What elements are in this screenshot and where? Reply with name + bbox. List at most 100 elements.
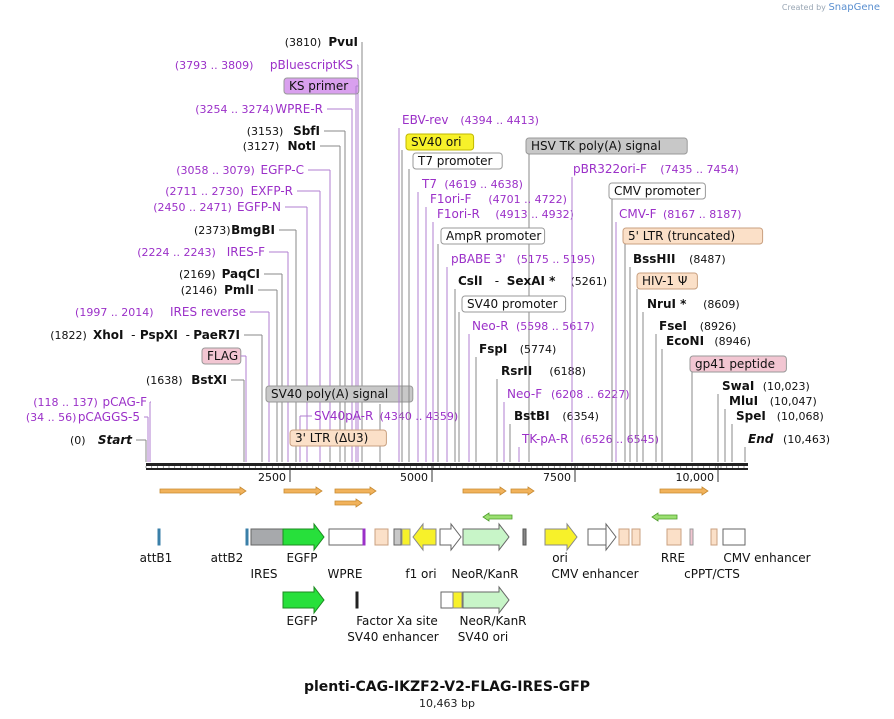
primer-pos-egfp-c: (3058 .. 3079) (176, 164, 255, 177)
orf-arrow (510, 486, 535, 496)
sequence-axis-bottom (146, 468, 748, 470)
primer-cmv-f: CMV-F (619, 207, 657, 221)
primer-pos-wpre-r: (3254 .. 3274) (195, 103, 274, 116)
primer-neo-f: Neo-F (507, 387, 542, 401)
primer-pcaggs-5: pCAGGS-5 (78, 410, 140, 424)
enzyme-pos-rsrii: (6188) (549, 365, 586, 378)
orf-arrow (659, 486, 709, 496)
orf-arrow (462, 486, 507, 496)
sv40-ori-box-label: SV40 ori (411, 135, 462, 149)
hsv-tk-poly-a-signal-box-label: HSV TK poly(A) signal (531, 139, 661, 153)
ruler-tick-5000: 5000 (400, 471, 428, 484)
rre-feature (666, 528, 682, 546)
enzyme-sexai: SexAI * (507, 274, 556, 288)
ruler-tick-10-000: 10,000 (676, 471, 715, 484)
cmv-enhancer-2-feature (722, 528, 746, 546)
feature-label-neor-kanr: NeoR/KanR (451, 567, 518, 581)
enzyme-pos-bstbi: (6354) (562, 410, 599, 423)
enzyme-pos-noti: (3127) (243, 140, 280, 153)
primer-pos-pbr322ori-f: (7435 .. 7454) (660, 163, 739, 176)
primer-neo-r: Neo-R (472, 319, 509, 333)
primer-pos-ires-reverse: (1997 .. 2014) (75, 306, 154, 319)
cmv-promoter-box-label: CMV promoter (614, 184, 701, 198)
ltr5-feature (618, 528, 630, 546)
feature-label-2-sv40-enhancer: SV40 enhancer (347, 630, 438, 644)
primer-pos-f1ori-f: (4701 .. 4722) (488, 193, 567, 206)
enzyme-pspxi: PspXI (140, 328, 178, 342)
t7-promoter-box (412, 152, 503, 170)
gp41-peptide-box-label: gp41 peptide (695, 357, 775, 371)
attb2-feature (245, 528, 249, 546)
primer-ires-reverse: IRES reverse (170, 305, 246, 319)
neor-kanr-feature (462, 522, 510, 552)
enzyme-xhoi: XhoI (93, 328, 124, 342)
t7-promoter-box-label: T7 promoter (417, 154, 493, 168)
feature-label-cppt-cts: cPPT/CTS (684, 567, 740, 581)
5-ltr-truncated-box-label: 5' LTR (truncated) (628, 229, 735, 243)
orf-arrow (334, 498, 363, 508)
sv40-enhancer-feature (440, 591, 454, 609)
primer-pbabe-3: pBABE 3' (451, 252, 506, 266)
egfp-feature-2 (282, 585, 325, 615)
primer-pos-neo-f: (6208 .. 6227) (551, 388, 630, 401)
enzyme-pos-bsshii: (8487) (689, 253, 726, 266)
end-label: End (748, 432, 774, 446)
primer-pos-ires-f: (2224 .. 2243) (137, 246, 216, 259)
cmv-enhancer-feature (587, 528, 607, 546)
start-label: Start (98, 433, 133, 447)
wpre-feature (328, 528, 364, 546)
enzyme-pos-fspi: (5774) (520, 343, 557, 356)
enzyme-rsrii: RsrII (501, 364, 532, 378)
enzyme-pos-nrui: (8609) (703, 298, 740, 311)
enzyme-pos-xhoi: (1822) (50, 329, 87, 342)
feature-label-2-factor-xa-site: Factor Xa site (356, 614, 438, 628)
feature-label-f1-ori: f1 ori (405, 567, 436, 581)
enzyme-bsshii: BssHII (633, 252, 675, 266)
3-ltr-u3-box-label: 3' LTR (ΔU3) (295, 431, 368, 445)
ruler-tick-2500: 2500 (258, 471, 286, 484)
enzyme-pos-econi: (8946) (714, 335, 751, 348)
sv40-ori-feature-2 (452, 591, 463, 609)
cmv-promoter-feature (605, 522, 617, 552)
feature-label-cmv-enhancer: CMV enhancer (551, 567, 638, 581)
3-ltr-u3-box (289, 429, 387, 447)
primer-pos-exfp-r: (2711 .. 2730) (165, 185, 244, 198)
primer-pos-pbabe-3: (5175 .. 5195) (517, 253, 596, 266)
enzyme-pos-spei: (10,068) (777, 410, 824, 423)
feature-label-attb2: attB2 (211, 551, 244, 565)
enzyme-paer7i: PaeR7I (193, 328, 240, 342)
flag-box-label: FLAG (207, 349, 238, 363)
feature-label-ires: IRES (250, 567, 277, 581)
enzyme-bmgbi: BmgBI (231, 223, 275, 237)
orf-arrow (283, 486, 323, 496)
orf-arrow (159, 486, 247, 496)
sv40-polya-feature (393, 528, 402, 546)
enzyme-pos-swai: (10,023) (763, 380, 810, 393)
enzyme-pvui: PvuI (328, 35, 358, 49)
ori-feature (544, 522, 578, 552)
sequence-axis-top (146, 463, 748, 466)
primer-pos-neo-r: (5598 .. 5617) (516, 320, 595, 333)
enzyme-pos-bmgbi: (2373) (194, 224, 231, 237)
ampr-promoter-box-label: AmpR promoter (446, 229, 541, 243)
factor-xa-feature (355, 591, 359, 609)
enzyme-csli: CslI (458, 274, 483, 288)
enzyme-separator: - (495, 274, 499, 288)
sv40-ori-feature (401, 528, 411, 546)
5-ltr-truncated-box (622, 227, 764, 245)
ruler-tick-7500: 7500 (543, 471, 571, 484)
sv40-poly-a-signal-box-label: SV40 poly(A) signal (271, 387, 388, 401)
snapgene-credit: Created by SnapGene (782, 2, 880, 13)
primer-pos-sv40pa-r: (4340 .. 4359) (380, 410, 459, 423)
feature-label-2-egfp: EGFP (286, 614, 317, 628)
hsv-tk-poly-a-signal-box (525, 137, 688, 155)
enzyme-pos-pvui: (3810) (285, 36, 322, 49)
primer-f1ori-r: F1ori-R (437, 207, 480, 221)
primer-pos-tk-pa-r: (6526 .. 6545) (580, 433, 659, 446)
enzyme-nrui: NruI * (647, 297, 687, 311)
f1-ori-feature (412, 522, 437, 552)
ltr-feature (374, 528, 389, 546)
enzyme-bstbi: BstBI (514, 409, 550, 423)
primer-pos-t7: (4619 .. 4638) (444, 178, 523, 191)
